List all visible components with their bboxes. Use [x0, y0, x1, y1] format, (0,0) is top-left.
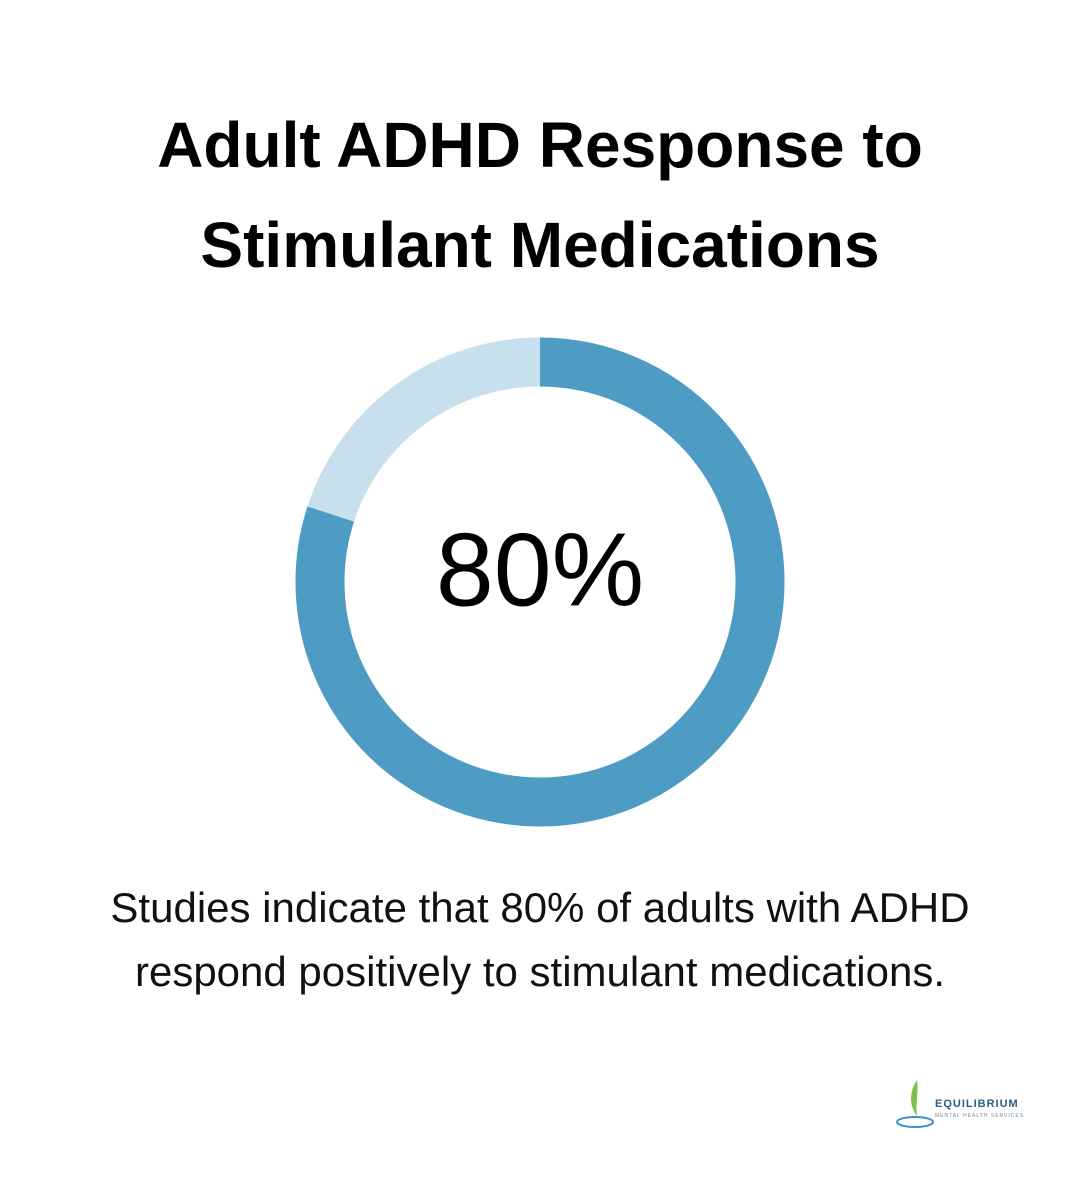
- caption: Studies indicate that 80% of adults with…: [30, 876, 1050, 1004]
- donut-segment: [331, 362, 540, 514]
- logo-name: EQUILIBRIUM: [935, 1098, 1019, 1110]
- logo-ripple: [897, 1117, 933, 1127]
- logo: EQUILIBRIUM MENTAL HEALTH SERVICES: [895, 1076, 1035, 1132]
- logo-tagline: MENTAL HEALTH SERVICES: [935, 1113, 1024, 1119]
- center-label: 80%: [436, 512, 644, 628]
- logo-leaf: [911, 1080, 918, 1116]
- donut-chart: 80%: [0, 0, 1080, 860]
